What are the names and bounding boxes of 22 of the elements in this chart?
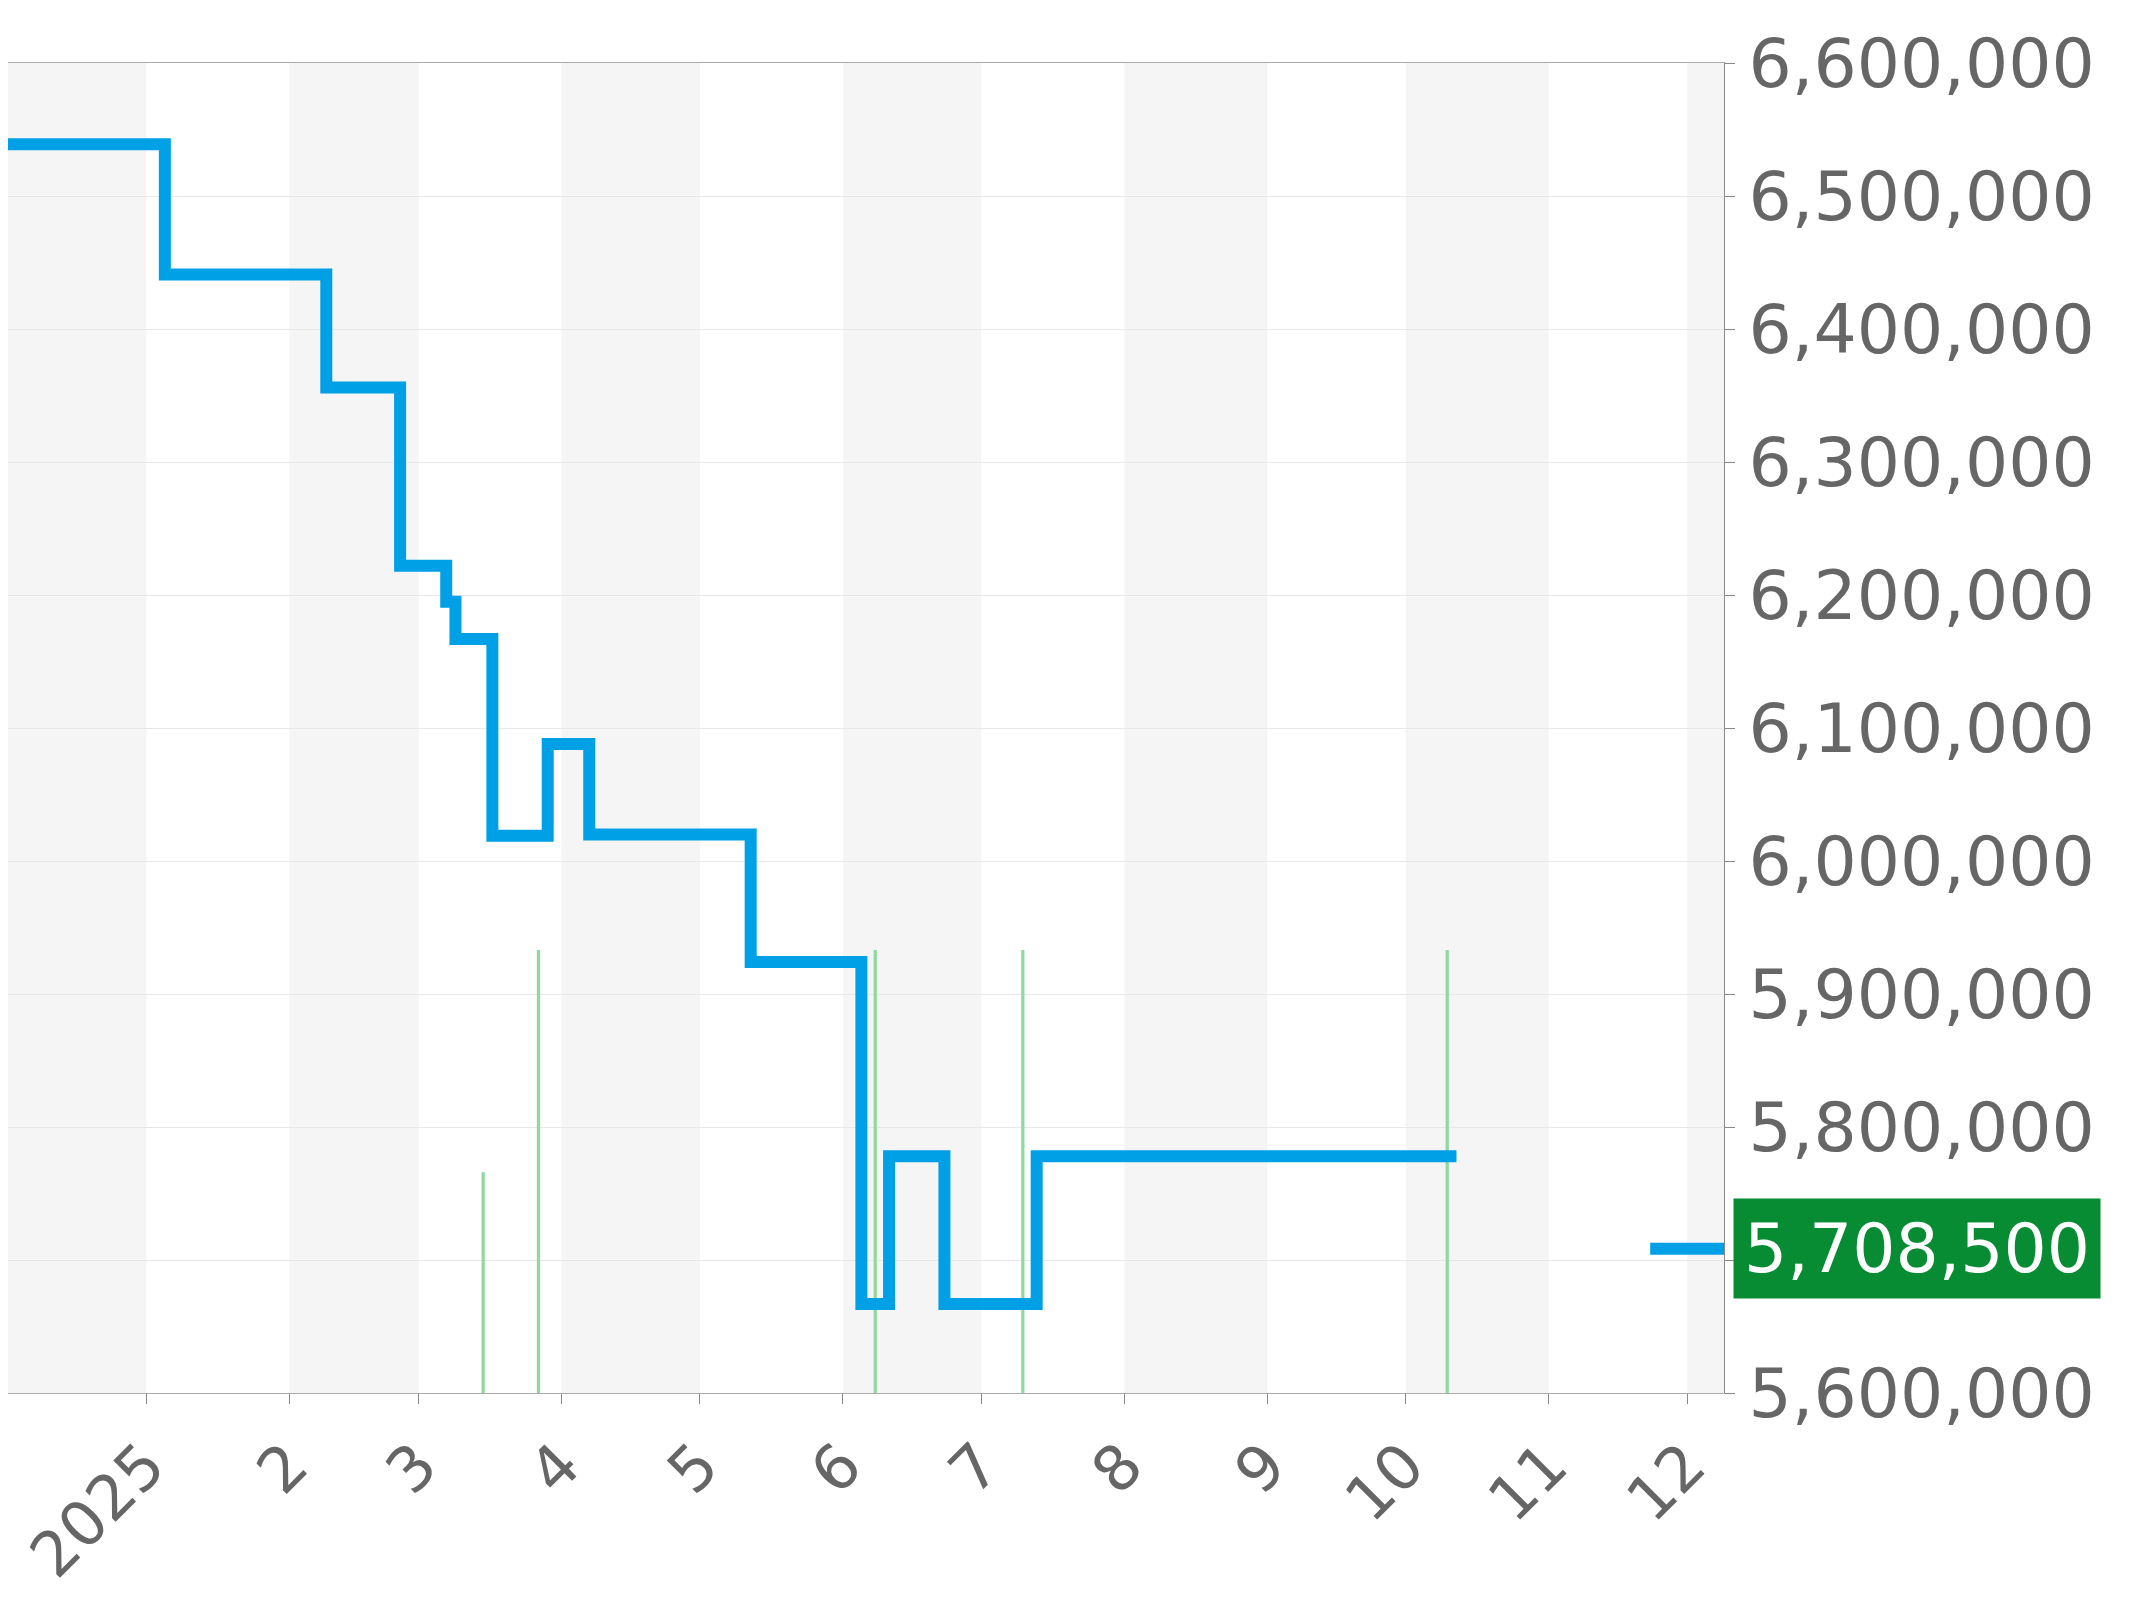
y-tick-label: 5,600,000 <box>1748 1353 2095 1433</box>
y-tick-label: 5,900,000 <box>1748 954 2095 1034</box>
x-tick-label: 2 <box>242 1428 322 1508</box>
x-tick-label: 8 <box>1077 1428 1157 1508</box>
y-tick-label: 6,500,000 <box>1748 156 2095 236</box>
x-tick-label: 9 <box>1220 1428 1300 1508</box>
text: 5,708,500 <box>1744 1209 2091 1288</box>
x-tick-label: 12 <box>1612 1428 1720 1536</box>
x-tick-label: 11 <box>1473 1428 1582 1536</box>
x-tick-label: 4 <box>514 1428 595 1508</box>
y-tick-label: 5,800,000 <box>1748 1087 2095 1167</box>
x-tick-label: 5 <box>652 1428 733 1508</box>
y-tick-label: 6,400,000 <box>1748 289 2095 369</box>
y-tick-label: 6,000,000 <box>1748 821 2095 901</box>
x-tick-label: 7 <box>934 1428 1014 1508</box>
x-tick-label: 3 <box>371 1428 452 1508</box>
y-tick-label: 6,200,000 <box>1748 555 2095 635</box>
x-tick-label: 6 <box>795 1428 876 1508</box>
y-tick-label: 6,300,000 <box>1748 422 2095 502</box>
x-tick-label: 10 <box>1330 1428 1439 1536</box>
y-tick-label: 6,600,000 <box>1748 23 2095 103</box>
y-tick-label: 6,100,000 <box>1748 688 2095 768</box>
